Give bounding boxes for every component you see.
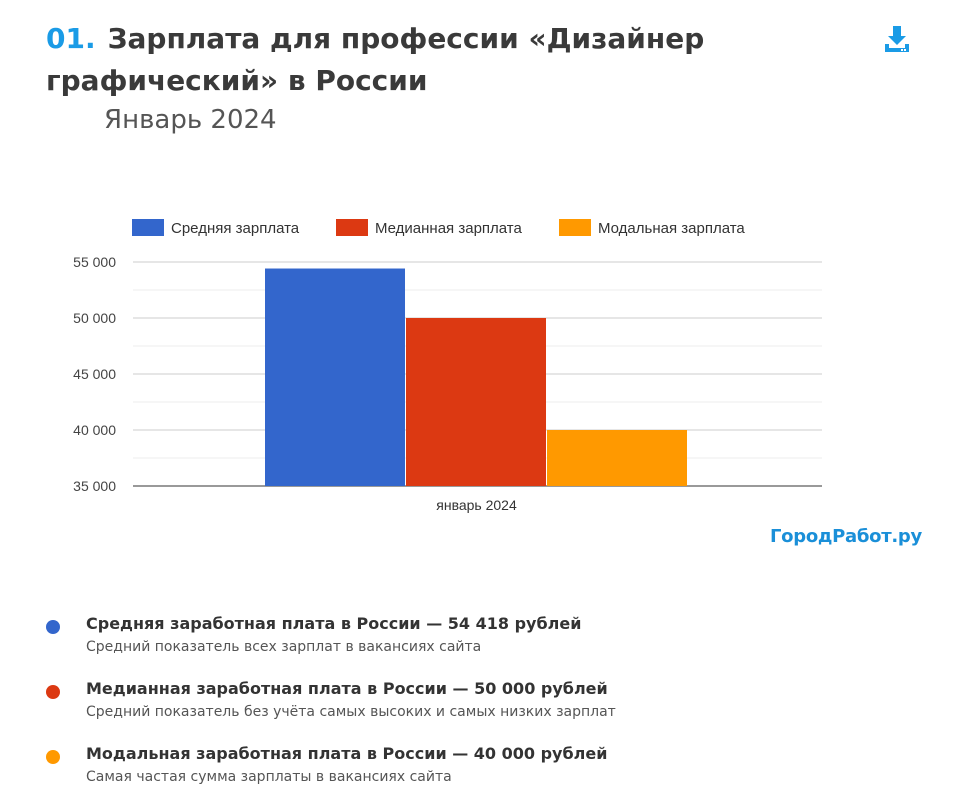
legend-swatch [132,219,164,236]
info-description: Средний показатель без учёта самых высок… [86,704,616,720]
bar-3 [547,430,687,486]
y-tick-label: 40 000 [73,422,116,438]
title-text: Зарплата для профессии «Дизайнер графиче… [46,22,705,97]
legend-swatch [559,219,591,236]
info-title: Модальная заработная плата в России — 40… [86,744,608,763]
period-subtitle: Январь 2024 [104,105,277,135]
bullet-dot-icon [46,620,60,634]
legend-swatch [336,219,368,236]
y-tick-label: 50 000 [73,310,116,326]
chart-header: 01. Зарплата для профессии «Дизайнер граф… [46,18,766,138]
salary-chart: 35 000 40 000 45 000 50 000 55 000 январь 202… [0,200,967,530]
y-tick-label: 45 000 [73,366,116,382]
download-button[interactable] [882,24,912,54]
download-icon [885,26,909,52]
info-title: Медианная заработная плата в России — 50… [86,679,608,698]
info-item: Средняя заработная плата в России — 54 4… [46,612,926,658]
legend-label: Модальная зарплата [598,220,745,237]
x-category-label: январь 2024 [436,497,517,513]
legend-label: Средняя зарплата [171,220,300,237]
brand-logo[interactable]: ГородРабот.ру [770,526,922,547]
info-item: Модальная заработная плата в России — 40… [46,742,926,788]
bullet-dot-icon [46,750,60,764]
bar-2 [406,318,546,486]
y-tick-label: 35 000 [73,478,116,494]
bullet-dot-icon [46,685,60,699]
legend-label: Медианная зарплата [375,220,523,237]
y-tick-label: 55 000 [73,254,116,270]
info-title: Средняя заработная плата в России — 54 4… [86,614,582,633]
page-title: 01. Зарплата для профессии «Дизайнер граф… [46,18,766,102]
info-description: Самая частая сумма зарплаты в вакансиях … [86,769,452,785]
bar-1 [265,268,405,486]
section-number: 01. [46,22,96,55]
chart-svg: 35 000 40 000 45 000 50 000 55 000 январь 202… [73,219,822,513]
salary-info-list: Средняя заработная плата в России — 54 4… [46,612,926,807]
info-description: Средний показатель всех зарплат в ваканс… [86,639,482,655]
info-item: Медианная заработная плата в России — 50… [46,677,926,723]
